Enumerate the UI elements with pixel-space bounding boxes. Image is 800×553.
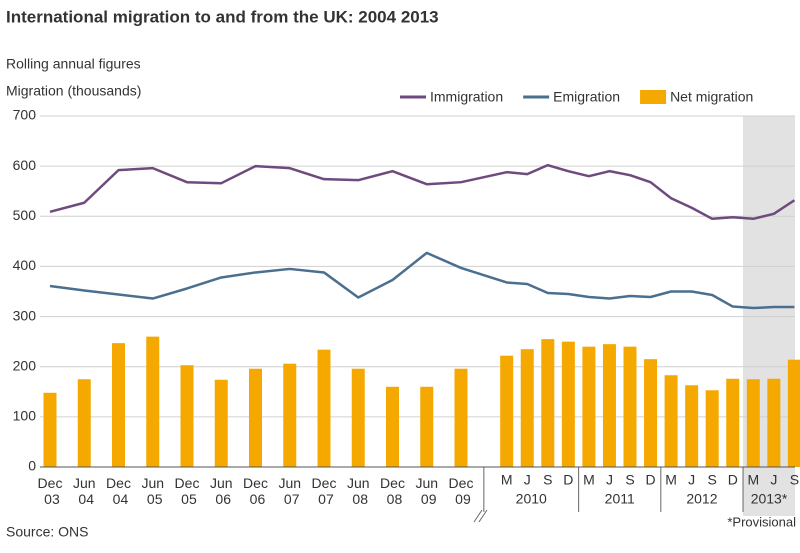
bar xyxy=(44,393,57,467)
x-tick-label: Dec 04 xyxy=(106,475,131,507)
y-tick-label: 100 xyxy=(13,408,37,424)
bar xyxy=(352,369,365,467)
bar xyxy=(747,379,760,467)
bar xyxy=(624,347,637,467)
x-group-label: 2010 xyxy=(516,491,547,507)
x-tick-label: Jun 07 xyxy=(278,475,301,507)
x-tick-label: Dec 06 xyxy=(243,475,268,507)
bar xyxy=(788,360,800,467)
bar xyxy=(726,379,739,467)
bar xyxy=(541,339,554,467)
x-tick-label: Dec 09 xyxy=(449,475,474,507)
bar xyxy=(521,349,534,467)
note: *Provisional xyxy=(727,514,796,529)
legend-label: Immigration xyxy=(430,89,503,105)
x-tick-label: D xyxy=(728,472,738,488)
x-tick-label: Jun 06 xyxy=(210,475,233,507)
bar xyxy=(146,337,159,467)
bar xyxy=(181,365,194,467)
x-tick-label: Jun 05 xyxy=(141,475,164,507)
bar xyxy=(386,387,399,467)
x-tick-label: J xyxy=(770,472,777,488)
x-tick-label: Jun 08 xyxy=(347,475,370,507)
bar xyxy=(562,342,575,467)
x-tick-label: M xyxy=(747,472,759,488)
bar xyxy=(665,375,678,467)
y-tick-label: 700 xyxy=(13,107,37,123)
y-tick-label: 0 xyxy=(28,458,36,474)
bar xyxy=(455,369,468,467)
bar xyxy=(420,387,433,467)
x-tick-label: Dec 05 xyxy=(175,475,200,507)
y-axis-label: Migration (thousands) xyxy=(6,83,141,99)
x-group-label: 2011 xyxy=(605,491,635,507)
bar xyxy=(78,379,91,467)
x-tick-label: S xyxy=(543,472,552,488)
bar xyxy=(215,380,228,467)
bar xyxy=(582,347,595,467)
x-tick-label: S xyxy=(625,472,634,488)
y-tick-label: 400 xyxy=(13,257,37,273)
x-group-label: 2013* xyxy=(751,491,788,507)
y-tick-label: 300 xyxy=(13,307,37,323)
x-tick-label: S xyxy=(708,472,717,488)
y-tick-label: 200 xyxy=(13,357,37,373)
source: Source: ONS xyxy=(6,524,88,540)
bar xyxy=(767,379,780,467)
bar xyxy=(318,350,331,467)
legend-label: Net migration xyxy=(670,89,753,105)
bar xyxy=(685,385,698,467)
x-tick-label: D xyxy=(563,472,573,488)
x-tick-label: J xyxy=(606,472,613,488)
bar xyxy=(603,344,616,467)
subtitle: Rolling annual figures xyxy=(6,56,141,72)
x-tick-label: Dec 07 xyxy=(312,475,337,507)
x-tick-label: Dec 08 xyxy=(380,475,405,507)
x-tick-label: Dec 03 xyxy=(38,475,63,507)
y-tick-label: 600 xyxy=(13,157,37,173)
x-tick-label: D xyxy=(645,472,655,488)
legend-label: Emigration xyxy=(553,89,620,105)
chart-title: International migration to and from the … xyxy=(6,7,439,26)
bar xyxy=(644,359,657,467)
x-tick-label: M xyxy=(665,472,677,488)
x-tick-label: J xyxy=(524,472,531,488)
x-tick-label: M xyxy=(501,472,513,488)
bar xyxy=(706,390,719,467)
bar xyxy=(249,369,262,467)
bar xyxy=(112,343,125,467)
bar xyxy=(283,364,296,467)
x-tick-label: M xyxy=(583,472,595,488)
x-tick-label: Jun 09 xyxy=(415,475,438,507)
x-tick-label: Jun 04 xyxy=(73,475,96,507)
bar xyxy=(500,356,513,467)
y-tick-label: 500 xyxy=(13,207,37,223)
x-group-label: 2012 xyxy=(686,491,717,507)
x-tick-label: S xyxy=(790,472,799,488)
legend-swatch xyxy=(640,90,666,104)
x-tick-label: J xyxy=(688,472,695,488)
